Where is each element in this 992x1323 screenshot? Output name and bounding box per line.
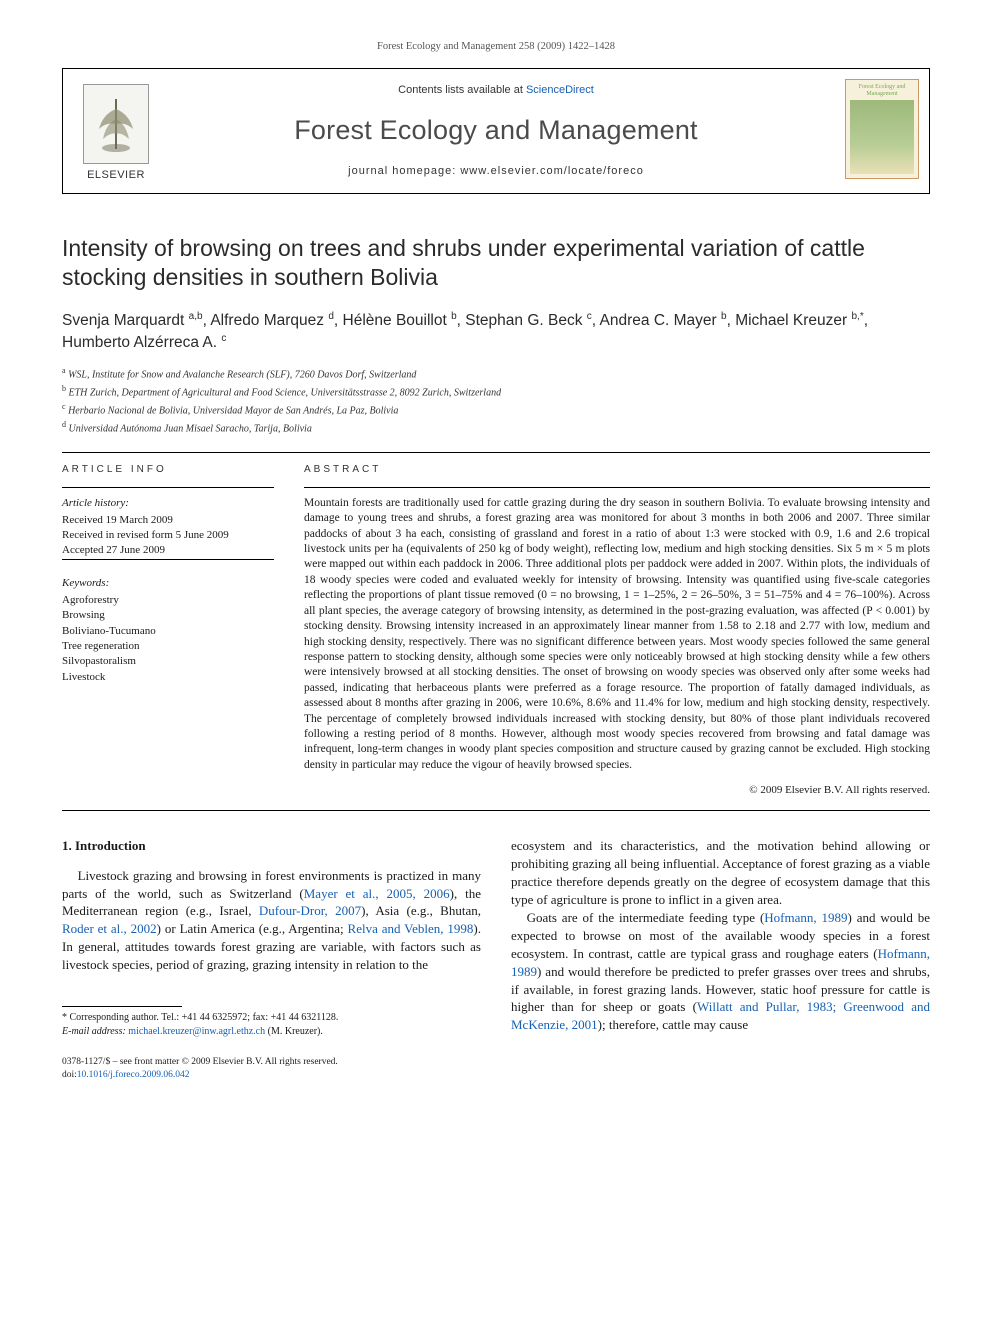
journal-homepage: journal homepage: www.elsevier.com/locat… <box>173 164 819 179</box>
body-paragraph: Livestock grazing and browsing in forest… <box>62 867 481 975</box>
affiliation-line: a WSL, Institute for Snow and Avalanche … <box>62 365 930 383</box>
section-heading: 1. Introduction <box>62 837 481 855</box>
footnote-corr-label: * Corresponding author. <box>62 1012 161 1023</box>
affiliation-line: b ETH Zurich, Department of Agricultural… <box>62 383 930 401</box>
doi-link[interactable]: 10.1016/j.foreco.2009.06.042 <box>77 1070 190 1080</box>
rule-bottom <box>62 810 930 811</box>
footnote-separator <box>62 1006 182 1007</box>
citation-link[interactable]: Relva and Veblen, 1998 <box>348 921 474 936</box>
article-info-column: ARTICLE INFO Article history: Received 1… <box>62 453 274 810</box>
homepage-prefix: journal homepage: <box>348 165 460 177</box>
front-matter-line: 0378-1127/$ – see front matter © 2009 El… <box>62 1056 930 1069</box>
homepage-url: www.elsevier.com/locate/foreco <box>460 165 643 177</box>
citation-link[interactable]: Mayer et al., 2005, 2006 <box>304 886 450 901</box>
affiliation-line: d Universidad Autónoma Juan Misael Sarac… <box>62 419 930 437</box>
publisher-logo: ELSEVIER <box>73 79 159 183</box>
keyword: Boliviano-Tucumano <box>62 624 274 639</box>
footnote-email-label: E-mail address: <box>62 1026 126 1037</box>
corresponding-email-link[interactable]: michael.kreuzer@inw.agrl.ethz.ch <box>128 1026 265 1037</box>
keyword: Livestock <box>62 670 274 685</box>
history-line: Accepted 27 June 2009 <box>62 543 274 558</box>
body-columns: 1. Introduction Livestock grazing and br… <box>62 837 930 1038</box>
author-list: Svenja Marquardt a,b, Alfredo Marquez d,… <box>62 310 930 355</box>
abstract-column: ABSTRACT Mountain forests are traditiona… <box>304 453 930 810</box>
history-line: Received 19 March 2009 <box>62 513 274 528</box>
article-title: Intensity of browsing on trees and shrub… <box>62 234 930 292</box>
journal-banner: ELSEVIER Forest Ecology and Management C… <box>62 68 930 194</box>
keyword: Tree regeneration <box>62 639 274 654</box>
section-number: 1. <box>62 838 72 853</box>
section-title: Introduction <box>75 838 146 853</box>
history-line: Received in revised form 5 June 2009 <box>62 528 274 543</box>
affiliations: a WSL, Institute for Snow and Avalanche … <box>62 365 930 436</box>
footnote-corr-text: Tel.: +41 44 6325972; fax: +41 44 632112… <box>161 1012 338 1023</box>
body-text: ecosystem and its characteristics, and t… <box>511 838 930 907</box>
body-text: ) or Latin America (e.g., Argentina; <box>157 921 348 936</box>
citation-link[interactable]: Hofmann, 1989 <box>764 910 847 925</box>
corresponding-author-footnote: * Corresponding author. Tel.: +41 44 632… <box>62 1011 481 1038</box>
abstract-copyright: © 2009 Elsevier B.V. All rights reserved… <box>304 783 930 798</box>
citation-link[interactable]: Dufour-Dror, 2007 <box>259 903 361 918</box>
journal-name: Forest Ecology and Management <box>173 112 819 148</box>
citation-link[interactable]: Roder et al., 2002 <box>62 921 157 936</box>
elsevier-tree-icon <box>83 84 149 164</box>
article-info-heading: ARTICLE INFO <box>62 463 274 477</box>
keyword: Browsing <box>62 608 274 623</box>
page-footer: 0378-1127/$ – see front matter © 2009 El… <box>62 1056 930 1082</box>
abstract-heading: ABSTRACT <box>304 463 930 477</box>
doi-prefix: doi: <box>62 1070 77 1080</box>
info-rule-2 <box>62 559 274 560</box>
footnote-email-tail: (M. Kreuzer). <box>265 1026 323 1037</box>
body-text: ), Asia (e.g., Bhutan, <box>361 903 481 918</box>
contents-prefix: Contents lists available at <box>398 84 526 96</box>
running-header: Forest Ecology and Management 258 (2009)… <box>62 40 930 54</box>
journal-cover-thumb: Forest Ecology and Management <box>845 79 919 179</box>
journal-cover-image-icon <box>850 100 914 174</box>
keyword: Silvopastoralism <box>62 654 274 669</box>
body-text: ); therefore, cattle may cause <box>598 1017 749 1032</box>
journal-cover-label: Forest Ecology and Management <box>850 84 914 97</box>
history-label: Article history: <box>62 496 274 511</box>
keyword: Agroforestry <box>62 593 274 608</box>
body-paragraph: Goats are of the intermediate feeding ty… <box>511 909 930 1035</box>
body-paragraph: ecosystem and its characteristics, and t… <box>511 837 930 909</box>
affiliation-line: c Herbario Nacional de Bolivia, Universi… <box>62 401 930 419</box>
contents-line: Contents lists available at ScienceDirec… <box>173 83 819 98</box>
abstract-text: Mountain forests are traditionally used … <box>304 496 930 773</box>
keywords-label: Keywords: <box>62 576 274 591</box>
publisher-name: ELSEVIER <box>87 168 145 183</box>
body-text: Goats are of the intermediate feeding ty… <box>527 910 765 925</box>
sciencedirect-link[interactable]: ScienceDirect <box>526 84 594 96</box>
